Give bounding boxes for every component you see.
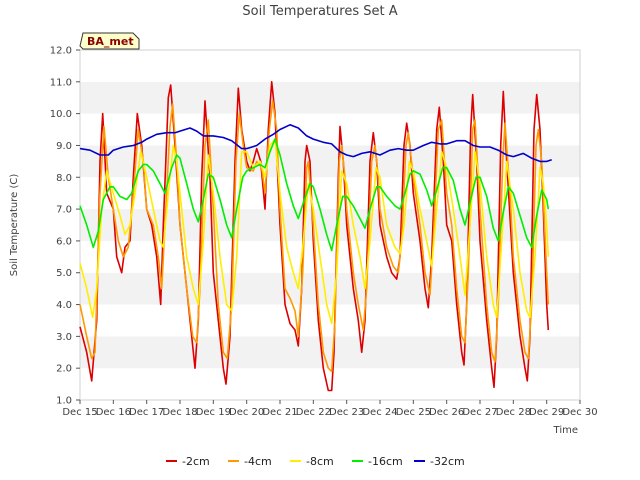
y-tick-label: 10.0 (50, 109, 72, 120)
grid-band (80, 50, 580, 82)
grid-band (80, 304, 580, 337)
grid-band (80, 145, 580, 178)
y-tick-label: 12.0 (50, 46, 72, 57)
x-tick-label: Dec 28 (496, 407, 531, 418)
y-tick-label: 5.0 (56, 268, 72, 279)
grid-band (80, 368, 580, 400)
legend-label: -16cm (368, 455, 403, 468)
x-tick-label: Dec 20 (229, 407, 264, 418)
x-tick-label: Dec 21 (262, 407, 297, 418)
x-tick-label: Dec 19 (196, 407, 231, 418)
y-tick-label: 4.0 (56, 300, 72, 311)
y-tick-label: 3.0 (56, 332, 72, 343)
x-tick-label: Dec 15 (62, 407, 97, 418)
y-tick-label: 8.0 (56, 173, 72, 184)
legend: -2cm -4cm -8cm -16cm -32cm (166, 455, 465, 468)
x-tick-label: Dec 16 (96, 407, 131, 418)
series-lines (79, 81, 552, 392)
series-line-neg-16cm (79, 138, 550, 252)
x-tick-label: Dec 23 (329, 407, 364, 418)
grid-band (80, 336, 580, 369)
y-tick-label: 7.0 (56, 205, 72, 216)
y-tick-label: 9.0 (56, 141, 72, 152)
x-tick-label: Dec 18 (162, 407, 197, 418)
y-tick-label: 11.0 (50, 77, 72, 88)
y-axis-label: Soil Temperature (C) (9, 174, 20, 277)
grid-band (80, 113, 580, 146)
x-axis-label: Time (553, 425, 578, 436)
y-tick-label: 6.0 (56, 236, 72, 247)
legend-label: -4cm (244, 455, 272, 468)
grid-band (80, 272, 580, 305)
x-tick-label: Dec 29 (529, 407, 564, 418)
legend-label: -32cm (430, 455, 465, 468)
series-line-neg-32cm (79, 124, 552, 163)
x-tick-label: Dec 24 (362, 407, 397, 418)
site-tag-label: BA_met (87, 35, 134, 48)
plot-area (79, 49, 581, 401)
x-tick-label: Dec 27 (462, 407, 497, 418)
x-tick-label: Dec 22 (296, 407, 331, 418)
series-line-neg-4cm (79, 100, 550, 373)
y-tick-label: 1.0 (56, 396, 72, 407)
plot-background-bands (80, 50, 580, 400)
y-axis-ticks: 1.0 2.0 3.0 4.0 5.0 6.0 7.0 8.0 9.0 10.0 11.0 12.0 (50, 46, 80, 407)
x-tick-label: Dec 25 (396, 407, 431, 418)
legend-label: -2cm (182, 455, 210, 468)
legend-label: -8cm (306, 455, 334, 468)
site-tag-badge: BA_met (79, 32, 140, 50)
y-tick-label: 2.0 (56, 364, 72, 375)
series-line-neg-8cm (79, 138, 550, 325)
x-tick-label: Dec 17 (129, 407, 164, 418)
grid-band (80, 81, 580, 114)
chart-title: Soil Temperatures Set A (242, 4, 397, 19)
x-tick-label: Dec 30 (562, 407, 597, 418)
x-tick-label: Dec 26 (429, 407, 464, 418)
